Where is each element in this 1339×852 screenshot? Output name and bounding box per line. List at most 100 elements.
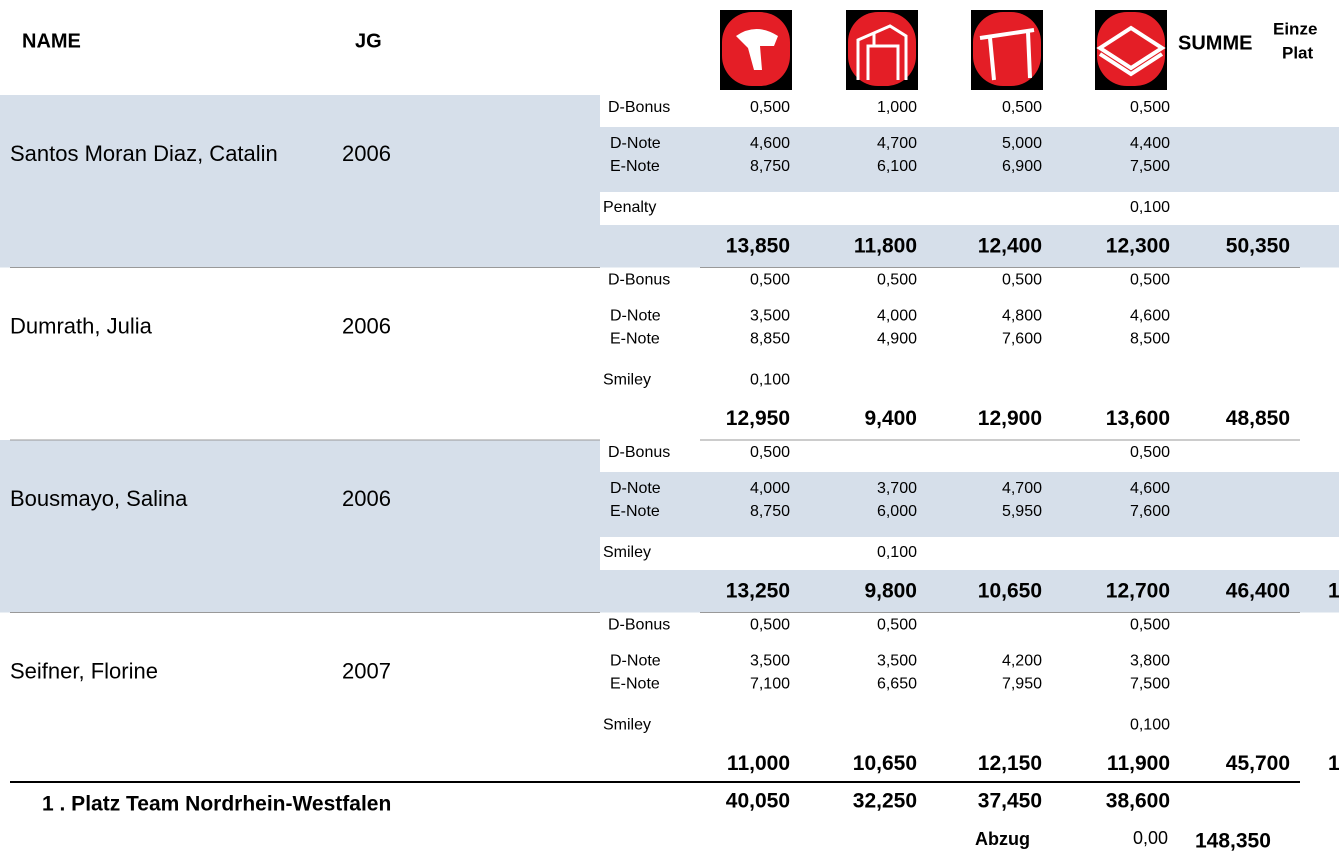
score-value: 0,500 [750, 99, 790, 116]
athlete-sum: 50,350 [1226, 235, 1290, 258]
header-sum: SUMME [1178, 32, 1252, 54]
score-value: 0,500 [1130, 617, 1170, 634]
score-label: D-Note [610, 308, 661, 325]
apparatus-total: 9,800 [864, 580, 917, 603]
score-value: 4,600 [750, 135, 790, 152]
apparatus-total: 11,900 [1107, 752, 1170, 775]
score-value: 7,100 [750, 676, 790, 693]
apparatus-total: 12,400 [978, 235, 1042, 258]
score-value: 4,400 [1130, 135, 1170, 152]
score-value: 8,750 [750, 158, 790, 175]
row-shade [0, 95, 600, 268]
header-place: Plat [1282, 43, 1314, 62]
athlete-year: 2007 [342, 658, 391, 683]
athlete-place: 1 [1328, 580, 1339, 603]
score-label: Smiley [603, 544, 651, 561]
score-label: E-Note [610, 676, 660, 693]
row-shade [0, 440, 600, 613]
score-value: 7,500 [1130, 158, 1170, 175]
score-value: 0,500 [877, 617, 917, 634]
grand-total: 148,350 [1195, 830, 1271, 852]
score-value: 6,100 [877, 158, 917, 175]
icon-vault [720, 10, 792, 90]
row-shade [600, 472, 1339, 537]
athlete-year: 2006 [342, 141, 391, 166]
score-label: D-Note [610, 135, 661, 152]
score-label: Smiley [603, 372, 651, 389]
score-value: 4,200 [1002, 653, 1042, 670]
apparatus-total: 12,300 [1106, 235, 1170, 258]
apparatus-total: 13,250 [726, 580, 790, 603]
icon-floor [1095, 10, 1167, 90]
icon-bars [846, 10, 918, 90]
score-value: 0,500 [750, 617, 790, 634]
score-value: 1,000 [877, 99, 917, 116]
score-label: E-Note [610, 331, 660, 348]
score-value: 6,900 [1002, 158, 1042, 175]
deduction-value: 0,00 [1133, 828, 1168, 848]
apparatus-total: 13,850 [726, 235, 790, 258]
row-shade [600, 225, 1339, 268]
score-value: 3,500 [750, 653, 790, 670]
score-value: 0,100 [877, 544, 917, 561]
apparatus-total: 12,150 [978, 752, 1042, 775]
team-apparatus-total: 38,600 [1106, 790, 1170, 813]
score-value: 0,500 [877, 272, 917, 289]
athlete-name: Dumrath, Julia [10, 313, 153, 338]
score-value: 4,900 [877, 331, 917, 348]
score-value: 7,500 [1130, 676, 1170, 693]
apparatus-total: 13,600 [1106, 407, 1170, 430]
header-place: Einze [1273, 19, 1317, 38]
apparatus-total: 12,900 [978, 407, 1042, 430]
score-value: 4,800 [1002, 308, 1042, 325]
score-label: E-Note [610, 158, 660, 175]
row-shade [600, 127, 1339, 192]
score-value: 5,000 [1002, 135, 1042, 152]
score-value: 6,000 [877, 503, 917, 520]
score-label: D-Note [610, 480, 661, 497]
score-value: 0,100 [1130, 717, 1170, 734]
score-value: 4,000 [750, 480, 790, 497]
athlete-sum: 45,700 [1226, 752, 1290, 775]
apparatus-total: 10,650 [978, 580, 1042, 603]
score-value: 3,700 [877, 480, 917, 497]
header-name: NAME [22, 30, 81, 52]
score-value: 0,500 [750, 272, 790, 289]
score-value: 4,700 [1002, 480, 1042, 497]
score-value: 4,000 [877, 308, 917, 325]
score-label: Penalty [603, 199, 656, 216]
apparatus-icons [720, 10, 1167, 90]
athlete-sum: 48,850 [1226, 407, 1290, 430]
athlete-year: 2006 [342, 486, 391, 511]
team-apparatus-total: 32,250 [853, 790, 917, 813]
score-label: D-Note [610, 653, 661, 670]
score-value: 3,800 [1130, 653, 1170, 670]
score-value: 0,500 [750, 444, 790, 461]
apparatus-total: 12,950 [726, 407, 790, 430]
score-value: 4,600 [1130, 308, 1170, 325]
score-value: 6,650 [877, 676, 917, 693]
score-value: 7,950 [1002, 676, 1042, 693]
icon-beam [971, 10, 1043, 90]
score-value: 0,500 [1130, 272, 1170, 289]
score-value: 4,700 [877, 135, 917, 152]
athlete-name: Seifner, Florine [10, 658, 158, 683]
apparatus-total: 9,400 [864, 407, 917, 430]
athlete-place: 1 [1328, 752, 1339, 775]
score-label: D-Bonus [608, 272, 670, 289]
score-value: 0,500 [1130, 99, 1170, 116]
score-label: D-Bonus [608, 99, 670, 116]
score-value: 4,600 [1130, 480, 1170, 497]
score-label: Smiley [603, 717, 651, 734]
team-name: 1 . Platz Team Nordrhein-Westfalen [42, 793, 391, 816]
score-value: 0,500 [1002, 272, 1042, 289]
team-apparatus-total: 37,450 [978, 790, 1042, 813]
athlete-name: Bousmayo, Salina [10, 486, 188, 511]
score-value: 0,500 [1002, 99, 1042, 116]
row-shade [600, 570, 1339, 613]
athlete-name: Santos Moran Diaz, Catalin [10, 141, 278, 166]
team-apparatus-total: 40,050 [726, 790, 790, 813]
score-label: D-Bonus [608, 444, 670, 461]
